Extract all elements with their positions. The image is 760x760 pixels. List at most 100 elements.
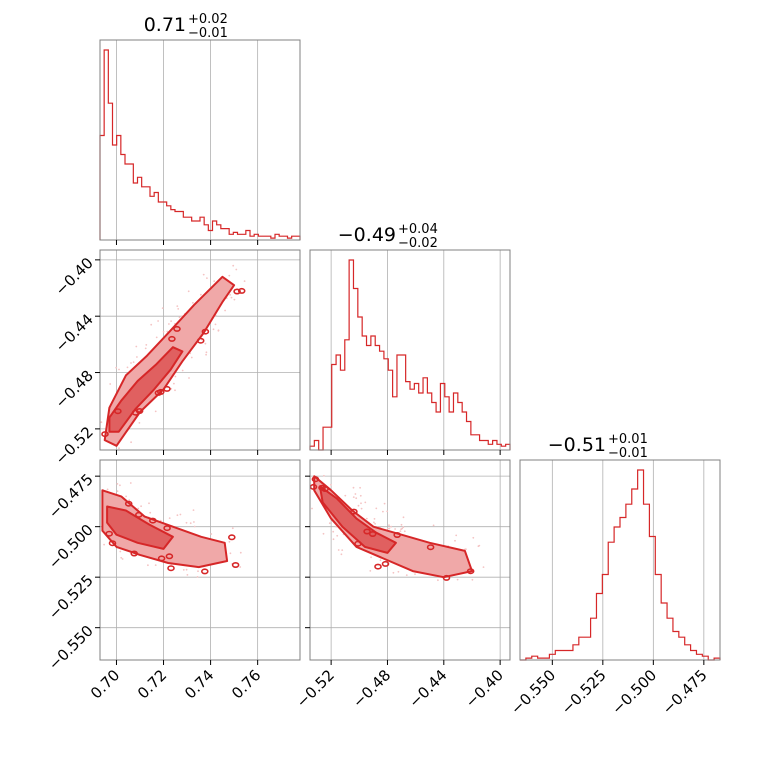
sample-point xyxy=(228,274,231,277)
sample-point xyxy=(154,564,157,566)
panel-title-plus: +0.04 xyxy=(398,222,438,237)
sample-point xyxy=(212,328,215,331)
axis-frame xyxy=(519,459,721,661)
sample-point xyxy=(204,342,207,345)
sample-point xyxy=(229,293,232,296)
histogram-panel-1: −0.49 +0.04−0.02 xyxy=(309,222,511,455)
contour-island xyxy=(350,508,358,515)
sample-point xyxy=(147,564,149,567)
axis-frame xyxy=(309,459,511,661)
sample-point xyxy=(231,527,234,530)
sample-point xyxy=(116,483,119,485)
sample-point xyxy=(140,505,143,508)
sample-point xyxy=(206,277,208,279)
sample-point xyxy=(214,323,217,326)
sample-point xyxy=(336,534,339,537)
contour-island xyxy=(354,540,362,547)
y-tick-label: −0.44 xyxy=(52,310,97,355)
sample-point xyxy=(188,377,190,379)
sample-point xyxy=(190,356,193,359)
sample-point xyxy=(243,280,246,282)
sample-point xyxy=(478,544,481,547)
sample-point xyxy=(217,329,220,332)
contour-island xyxy=(124,500,133,507)
sample-point xyxy=(432,524,435,527)
x-tick-label: −0.44 xyxy=(405,666,450,711)
contour-island xyxy=(168,335,176,342)
sample-point xyxy=(144,347,147,350)
panel-title-median: −0.49 xyxy=(338,224,396,246)
pair-panel-0: −0.52 −0.48 −0.44 −0.40 xyxy=(52,249,301,468)
sample-point xyxy=(137,507,140,510)
x-tick-label: 0.70 xyxy=(87,666,123,702)
sample-point xyxy=(456,578,459,581)
histogram-step-line xyxy=(309,259,511,451)
x-tick-label: −0.525 xyxy=(558,666,610,718)
sample-point xyxy=(119,484,121,487)
contour-island xyxy=(201,568,209,575)
sample-point xyxy=(125,495,127,498)
contour-island xyxy=(157,555,166,562)
sample-point xyxy=(182,569,185,571)
panel-title-minus: −0.01 xyxy=(188,26,228,41)
contour-inner xyxy=(318,485,397,554)
contour-island xyxy=(231,561,240,568)
sample-point xyxy=(355,497,358,500)
sample-point xyxy=(161,307,164,309)
sample-point xyxy=(392,571,395,574)
x-tick-label: 0.74 xyxy=(181,666,217,702)
contour-island xyxy=(233,288,241,295)
sample-point xyxy=(382,510,384,513)
sample-point xyxy=(196,576,199,578)
sample-point xyxy=(118,447,120,450)
sample-point xyxy=(397,570,400,573)
sample-point xyxy=(205,353,208,356)
sample-point xyxy=(170,320,173,322)
sample-point xyxy=(186,574,189,576)
x-tick-label: −0.475 xyxy=(659,666,711,718)
sample-point xyxy=(168,517,171,519)
sample-point xyxy=(337,549,340,551)
sample-point xyxy=(332,538,335,541)
sample-point xyxy=(357,504,360,507)
x-tick-label: 0.72 xyxy=(134,666,170,702)
sample-point xyxy=(130,441,133,444)
sample-point xyxy=(100,421,103,424)
sample-point xyxy=(387,527,389,530)
sample-point xyxy=(132,361,135,363)
sample-point xyxy=(202,273,205,276)
sample-point xyxy=(185,568,188,571)
sample-point xyxy=(394,528,396,530)
sample-point xyxy=(330,483,332,486)
sample-point xyxy=(106,488,109,491)
sample-point xyxy=(178,316,181,319)
sample-point xyxy=(229,552,232,555)
sample-point xyxy=(115,366,118,369)
contour-island xyxy=(374,563,382,570)
sample-point xyxy=(414,573,416,575)
axis-frame xyxy=(99,39,301,241)
sample-point xyxy=(181,369,184,372)
contour-island xyxy=(466,568,475,575)
contour-island xyxy=(228,534,236,541)
sample-point xyxy=(471,578,474,581)
sample-point xyxy=(379,559,382,562)
sample-point xyxy=(323,474,325,477)
contour-island xyxy=(135,407,144,414)
pair-panel-1: 0.70 0.72 0.74 0.76 −0.550−0.525−0.500−0.475 xyxy=(45,459,301,702)
sample-point xyxy=(388,527,391,530)
contour-island xyxy=(167,565,175,572)
contour-island xyxy=(163,385,171,392)
sample-point xyxy=(328,522,331,525)
contour-island xyxy=(108,540,117,547)
sample-point xyxy=(138,422,141,424)
sample-point xyxy=(130,362,132,364)
sample-point xyxy=(359,486,361,489)
sample-point xyxy=(399,530,402,532)
sample-point xyxy=(135,345,138,348)
sample-point xyxy=(155,336,158,339)
sample-point xyxy=(173,382,175,385)
pair-panel-2: −0.52 −0.48 −0.44 −0.40 xyxy=(293,459,511,711)
sample-point xyxy=(119,550,122,553)
y-tick-label: −0.475 xyxy=(45,470,97,522)
